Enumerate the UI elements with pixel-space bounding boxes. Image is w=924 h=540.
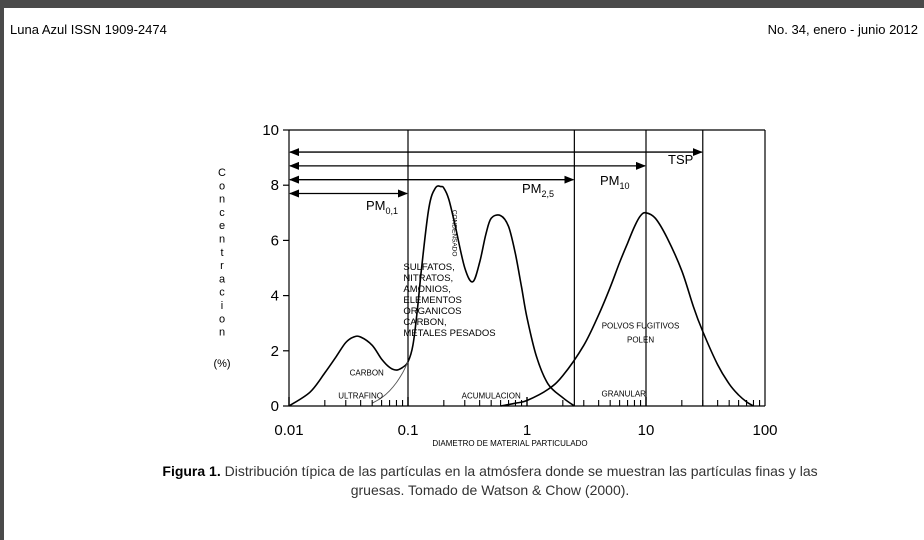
journal-name: Luna Azul ISSN 1909-2474 — [10, 22, 167, 37]
x-axis-label: DIAMETRO DE MATERIAL PARTICULADO — [432, 439, 587, 448]
y-label-letter: c — [219, 207, 225, 219]
x-tick-label: 0.1 — [398, 422, 419, 439]
annotation-line: ELEMENTOS — [403, 295, 461, 306]
y-label-letter: e — [219, 220, 225, 232]
range-label: TSP — [668, 152, 693, 167]
annotation-label: CONDENSADO — [451, 210, 458, 257]
y-tick-label: 0 — [271, 398, 279, 415]
distribution-curves — [288, 185, 754, 407]
distribution-curve — [288, 185, 575, 407]
annotation-label: CARBON — [350, 369, 384, 378]
x-tick-label: 1 — [523, 422, 531, 439]
axes: 0 2 4 6 8 10 0.01 0.1 1 10 100 — [262, 122, 777, 439]
annotation-line: METALES PESADOS — [403, 328, 495, 339]
y-tick-label: 10 — [262, 122, 279, 139]
x-tick-label: 0.01 — [274, 422, 303, 439]
distribution-curve — [500, 211, 754, 407]
annotations: CARBON ULTRAFINO CONDENSADO SULFATOS,NITRAT… — [338, 210, 679, 400]
annotation-line: ORGANICOS — [403, 306, 461, 317]
range-label: PM2,5 — [522, 181, 554, 199]
range-label-subscript: 2,5 — [542, 189, 555, 199]
x-tick-label: 10 — [638, 422, 655, 439]
y-tick-label: 6 — [271, 232, 279, 249]
y-tick-label: 4 — [271, 288, 279, 305]
annotation-label: GRANULAR — [602, 389, 647, 398]
y-label-letter: n — [219, 234, 225, 246]
range-label-subscript: 0,1 — [386, 206, 399, 216]
y-label-letter: n — [219, 327, 225, 339]
annotation-label: ACUMULACION — [462, 391, 521, 400]
range-label-main: TSP — [668, 152, 693, 167]
annotation-label: ULTRAFINO — [338, 391, 383, 400]
annotation-line: AMONIOS, — [403, 284, 451, 295]
range-label: PM10 — [600, 173, 630, 191]
caption-label: Figura 1. — [162, 463, 221, 479]
range-label-main: PM — [366, 198, 386, 213]
y-label-letter: t — [220, 247, 223, 259]
figure-caption: Figura 1. Distribución típica de las par… — [150, 462, 830, 500]
y-label-letter: o — [219, 313, 225, 325]
caption-text: Distribución típica de las partículas en… — [224, 463, 818, 498]
distribution-curve — [371, 361, 409, 404]
y-label-letter: n — [219, 194, 225, 206]
y-label-letter: r — [220, 260, 224, 272]
range-label-subscript: 10 — [620, 181, 630, 191]
y-tick-label: 2 — [271, 343, 279, 360]
annotation-line: CARBON, — [403, 317, 446, 328]
annotation-line: NITRATOS, — [403, 273, 453, 284]
y-tick-label: 8 — [271, 177, 279, 194]
annotation-line: SULFATOS, — [403, 262, 454, 273]
annotation-label: POLVOS FUGITIVOS — [602, 322, 680, 331]
y-label-letter: a — [219, 273, 226, 285]
range-label-main: PM — [600, 173, 620, 188]
annotation-label: POLEN — [627, 336, 654, 345]
y-label-letter: C — [218, 167, 226, 179]
y-label-letter: o — [219, 180, 225, 192]
range-label: PM0,1 — [366, 198, 398, 216]
x-tick-label: 100 — [752, 422, 777, 439]
y-label-letter: i — [221, 300, 223, 312]
y-label-letter: c — [219, 287, 225, 299]
left-rule — [0, 0, 4, 540]
top-rule — [0, 0, 924, 8]
y-label-unit: (%) — [213, 358, 230, 370]
issue-info: No. 34, enero - junio 2012 — [767, 22, 918, 37]
range-label-main: PM — [522, 181, 542, 196]
